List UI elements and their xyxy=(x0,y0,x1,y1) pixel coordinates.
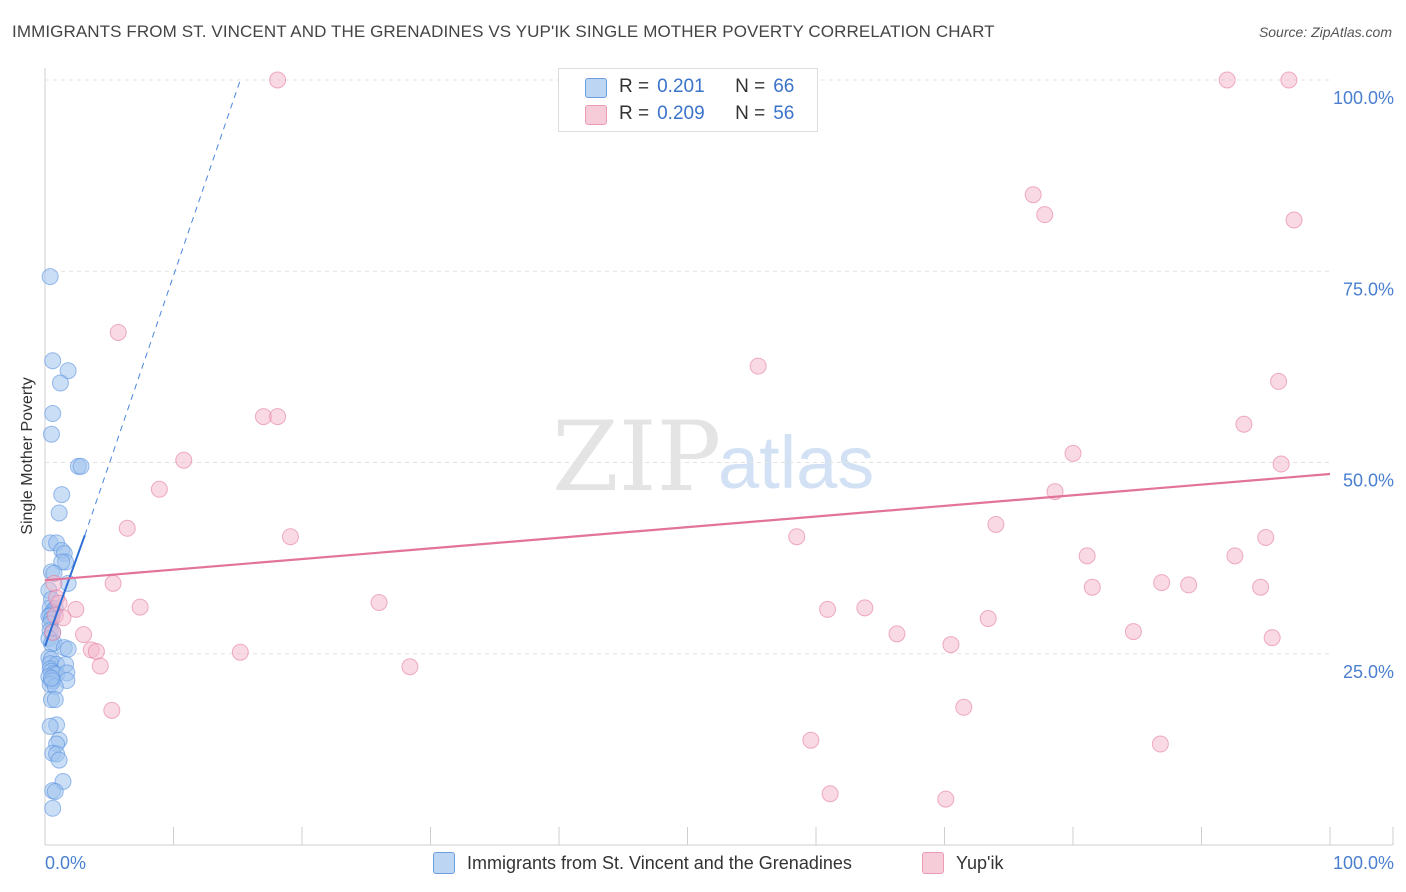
legend-row-yupik: R = 0.209 N = 56 xyxy=(585,103,795,125)
r-value: 0.201 xyxy=(657,76,705,97)
yupik-point xyxy=(788,528,806,546)
yupik-point xyxy=(67,600,85,618)
yupik-point xyxy=(1270,372,1288,390)
legend-swatch-yupik xyxy=(585,105,607,125)
yupik-trend-line xyxy=(44,472,1331,582)
yupik-point xyxy=(1235,415,1253,433)
yupik-point xyxy=(1024,186,1042,204)
legend-label-yupik: Yup'ik xyxy=(956,852,1004,873)
legend-row-immigrants: R = 0.201 N = 66 xyxy=(585,76,795,98)
n-value: 56 xyxy=(773,103,795,124)
yupik-point xyxy=(987,515,1005,533)
n-value: 66 xyxy=(773,76,795,97)
yupik-point xyxy=(1078,547,1096,565)
yupik-point xyxy=(1064,444,1082,462)
immigrants-point xyxy=(59,362,77,380)
yupik-point xyxy=(955,698,973,716)
immigrants-point xyxy=(44,799,62,817)
immigrants-point xyxy=(44,352,62,370)
yupik-point xyxy=(1252,578,1270,596)
immigrants-point xyxy=(44,405,62,423)
immigrants-point xyxy=(42,669,60,687)
yupik-point xyxy=(749,357,767,375)
yupik-point xyxy=(819,600,837,618)
correlation-legend: R = 0.201 N = 66 R = 0.209 N = 56 xyxy=(558,68,818,132)
yupik-point xyxy=(802,731,820,749)
immigrants-point xyxy=(51,374,69,392)
yupik-point xyxy=(109,323,127,341)
yupik-point xyxy=(1218,71,1236,89)
legend-swatch-immigrants xyxy=(585,78,607,98)
yupik-point xyxy=(942,636,960,654)
legend-item-immigrants: Immigrants from St. Vincent and the Gren… xyxy=(433,852,852,874)
yupik-point xyxy=(1083,578,1101,596)
immigrants-point xyxy=(46,782,64,800)
yupik-point xyxy=(1263,629,1281,647)
yupik-point xyxy=(103,701,121,719)
source-label: Source: ZipAtlas.com xyxy=(1258,24,1392,40)
yupik-point xyxy=(254,408,272,426)
yupik-point xyxy=(1124,623,1142,641)
yupik-point xyxy=(821,785,839,803)
yupik-point xyxy=(1280,71,1298,89)
yupik-point xyxy=(131,598,149,616)
yupik-point xyxy=(175,451,193,469)
yupik-point xyxy=(856,599,874,617)
yupik-point xyxy=(401,658,419,676)
r-label: R = xyxy=(619,103,650,124)
y-tick-label: 25.0% xyxy=(1343,662,1394,682)
yupik-point xyxy=(150,480,168,498)
immigrants-point xyxy=(72,457,90,475)
yupik-point xyxy=(1180,576,1198,594)
yupik-point xyxy=(269,71,287,89)
yupik-point xyxy=(269,408,287,426)
y-axis-label: Single Mother Poverty xyxy=(19,377,36,535)
r-label: R = xyxy=(619,76,650,97)
yupik-point xyxy=(888,625,906,643)
immigrants-point xyxy=(41,717,59,735)
immigrants-trend-line xyxy=(44,534,86,647)
y-tick-label: 50.0% xyxy=(1343,471,1394,491)
legend-swatch-yupik xyxy=(922,852,944,874)
n-label: N = xyxy=(735,76,766,97)
n-label: N = xyxy=(735,103,766,124)
yupik-point xyxy=(1226,547,1244,565)
immigrants-trend-extension xyxy=(84,79,241,536)
yupik-point xyxy=(231,643,249,661)
yupik-point xyxy=(1285,211,1303,229)
yupik-point xyxy=(104,574,122,592)
yupik-point xyxy=(370,593,388,611)
immigrants-point xyxy=(50,751,68,769)
yupik-point xyxy=(91,657,109,675)
yupik-point xyxy=(87,642,105,660)
legend-item-yupik: Yup'ik xyxy=(922,852,1003,874)
watermark-zip: ZIP xyxy=(552,401,721,513)
yupik-point xyxy=(1151,735,1169,753)
yupik-point xyxy=(1257,528,1275,546)
immigrants-point xyxy=(41,268,59,286)
legend-swatch-immigrants xyxy=(433,852,455,874)
legend-label-immigrants: Immigrants from St. Vincent and the Gren… xyxy=(467,852,852,873)
chart-title: IMMIGRANTS FROM ST. VINCENT AND THE GREN… xyxy=(12,22,995,41)
yupik-point xyxy=(118,519,136,537)
immigrants-point xyxy=(50,504,68,522)
y-tick-label: 100.0% xyxy=(1333,88,1394,108)
yupik-point xyxy=(75,626,93,644)
yupik-point xyxy=(937,790,955,808)
x-tick-label: 100.0% xyxy=(1333,853,1394,873)
immigrants-point xyxy=(59,640,77,658)
x-tick-label: 0.0% xyxy=(45,853,86,873)
yupik-point xyxy=(979,610,997,628)
yupik-point xyxy=(281,528,299,546)
yupik-point xyxy=(45,574,63,592)
immigrants-point xyxy=(42,425,60,443)
immigrants-point xyxy=(46,691,64,709)
yupik-point xyxy=(1036,206,1054,224)
r-value: 0.209 xyxy=(657,103,705,124)
immigrants-point xyxy=(53,486,71,504)
yupik-point xyxy=(1153,574,1171,592)
y-tick-label: 75.0% xyxy=(1343,279,1394,299)
yupik-point xyxy=(1272,455,1290,473)
